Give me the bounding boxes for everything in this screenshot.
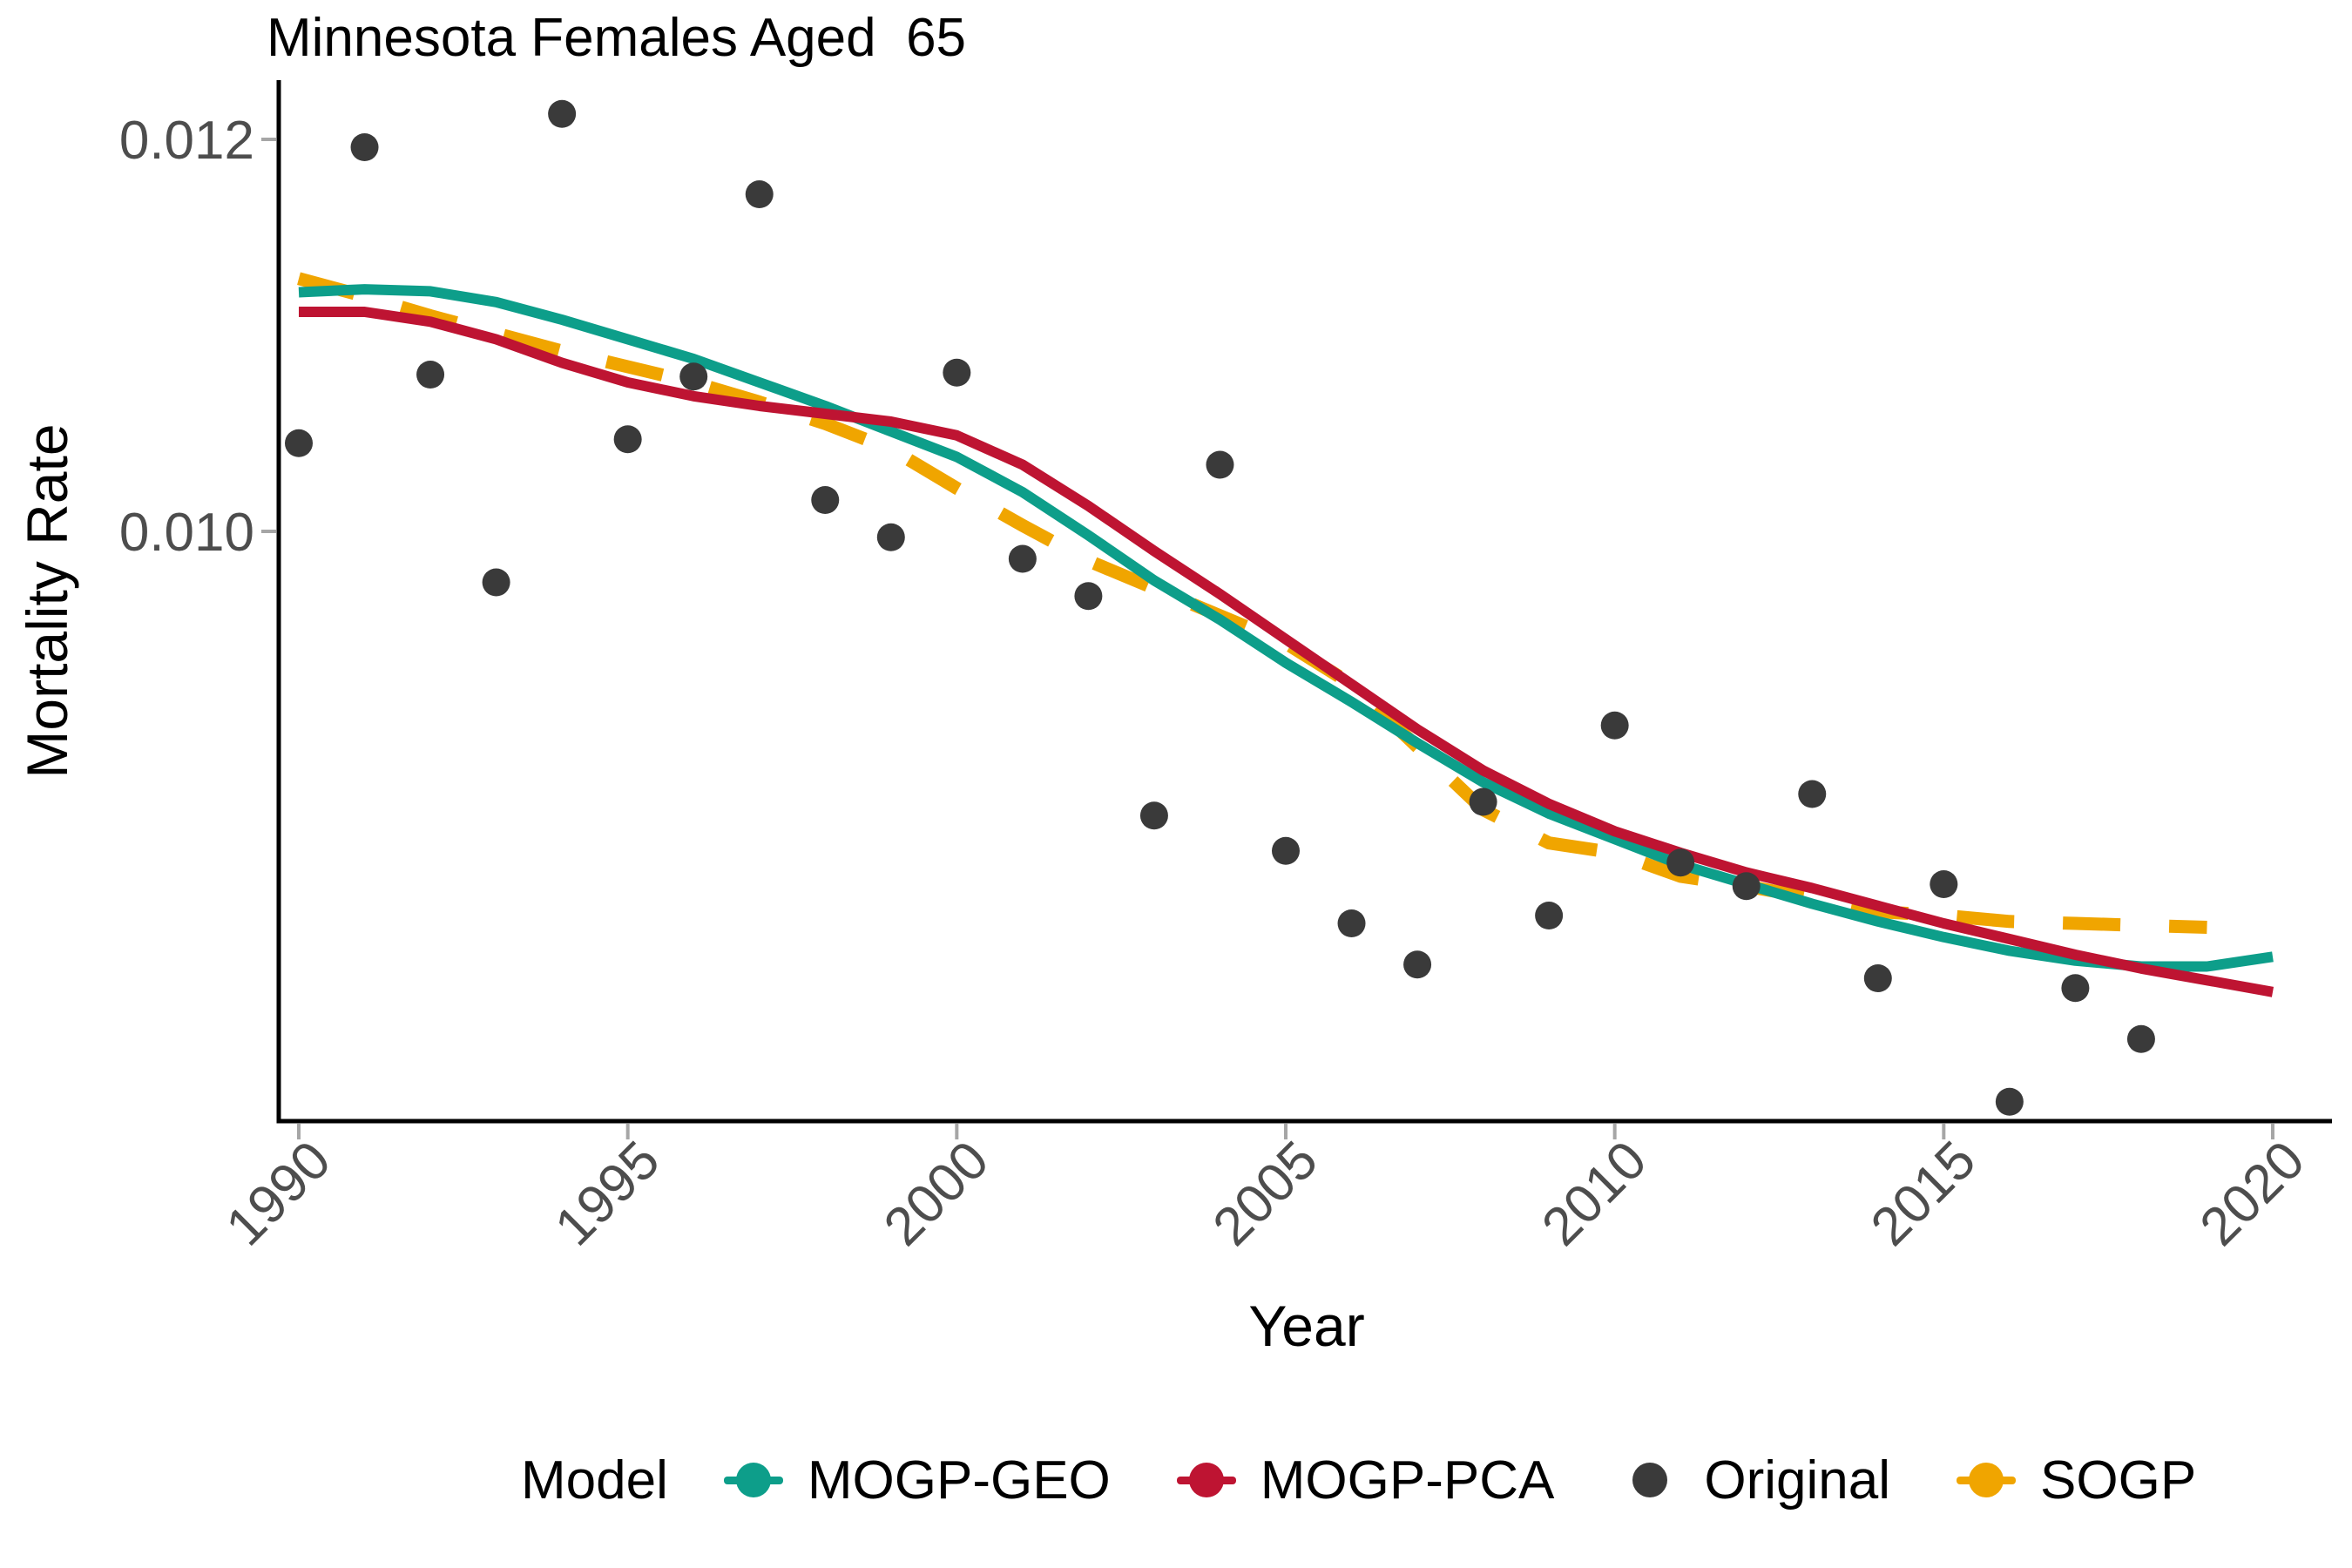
original-point (943, 358, 971, 387)
original-point (1008, 544, 1037, 573)
original-point (745, 180, 774, 208)
original-point (1666, 848, 1695, 877)
original-point (1863, 964, 1892, 992)
mogp-pca-key-icon (1176, 1459, 1236, 1501)
legend-item-mogp-geo: MOGP-GEO (723, 1450, 1111, 1511)
original-point (1337, 909, 1366, 937)
original-point (1995, 1087, 2024, 1116)
legend-item-sogp: SOGP (1957, 1450, 2196, 1511)
original-point (482, 568, 510, 597)
original-point (1469, 787, 1497, 816)
original-point (2126, 1024, 2155, 1053)
series-line-sogp (297, 272, 2207, 934)
original-point (811, 486, 840, 514)
legend-title: Model (521, 1450, 668, 1511)
original-point (613, 425, 642, 454)
original-point (1600, 711, 1629, 740)
legend-item-original: Original (1620, 1450, 1890, 1511)
original-point (416, 361, 445, 389)
original-point (1798, 780, 1827, 808)
original-point (876, 523, 905, 551)
sogp-key-icon (1957, 1459, 2017, 1501)
y-tick-label: 0.010 (119, 503, 254, 563)
original-point (548, 99, 577, 128)
y-axis-title: Mortality Rate (15, 423, 79, 779)
legend-label-original: Original (1704, 1450, 1891, 1511)
original-point (1535, 902, 1564, 929)
original-point (1206, 450, 1234, 479)
x-tick-label: 2000 (873, 1130, 1000, 1257)
original-point (285, 429, 313, 457)
original-point (1074, 582, 1103, 611)
y-tick-label: 0.012 (119, 111, 254, 171)
x-tick-label: 1995 (544, 1130, 671, 1257)
legend-label-mogp-pca: MOGP-PCA (1260, 1450, 1555, 1511)
legend-item-mogp-pca: MOGP-PCA (1176, 1450, 1555, 1511)
legend-label-mogp-geo: MOGP-GEO (807, 1450, 1111, 1511)
series-line-mogp-geo (298, 284, 2274, 972)
original-point (1272, 836, 1300, 865)
series-line-mogp-pca (299, 307, 2274, 997)
mogp-geo-key-icon (723, 1459, 783, 1501)
original-point (1732, 872, 1761, 901)
x-tick-label: 2020 (2189, 1130, 2316, 1257)
original-point (1403, 950, 1432, 979)
x-tick-label: 2005 (1202, 1130, 1329, 1257)
x-tick-label: 2015 (1860, 1130, 1987, 1257)
original-point (1930, 870, 1958, 898)
original-point (350, 133, 379, 161)
x-axis-title: Year (1248, 1294, 1365, 1358)
original-key-icon (1620, 1459, 1680, 1501)
x-tick-label: 1990 (215, 1130, 342, 1257)
legend-label-sogp: SOGP (2040, 1450, 2197, 1511)
original-point (679, 362, 708, 391)
legend: Model MOGP-GEO MOGP-PCA Original SOGP (521, 1442, 2196, 1518)
x-tick-label: 2010 (1531, 1130, 1658, 1257)
original-point (1139, 801, 1168, 830)
chart-title: Minnesota Females Aged 65 (267, 8, 967, 68)
original-point (2061, 974, 2090, 1003)
